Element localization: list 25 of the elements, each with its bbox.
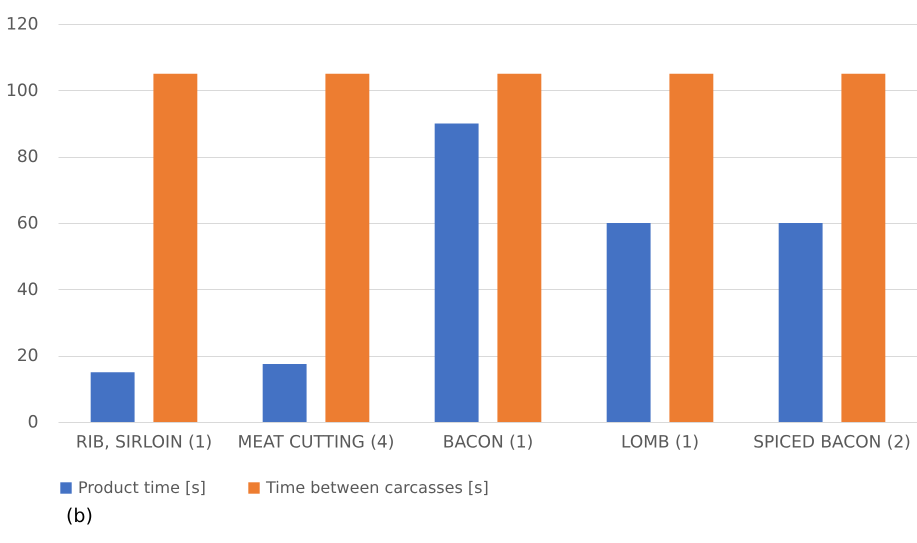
y-tick-label: 40 <box>16 280 38 300</box>
y-tick-label: 0 <box>28 412 38 432</box>
x-tick-label: MEAT CUTTING (4) <box>238 432 394 452</box>
bar <box>262 364 307 422</box>
x-tick-label: LOMB (1) <box>620 432 700 452</box>
x-tick-label: BACON (1) <box>442 432 534 452</box>
bar <box>497 74 542 422</box>
y-tick-label: 100 <box>6 80 38 101</box>
bar <box>325 74 370 422</box>
x-tick-label: RIB, SIRLOIN (1) <box>76 432 212 452</box>
y-tick-label: 120 <box>6 14 38 34</box>
bar <box>606 223 651 422</box>
bar <box>90 372 135 422</box>
bar <box>841 74 886 422</box>
x-tick-label: SPICED BACON (2) <box>753 432 911 452</box>
legend-label: Product time [s] <box>78 478 206 497</box>
legend-label: Time between carcasses [s] <box>265 478 489 497</box>
text: (b) <box>66 505 93 527</box>
y-tick-label: 20 <box>16 346 38 366</box>
y-tick-label: 60 <box>16 214 38 234</box>
bar <box>434 124 479 422</box>
bar <box>669 74 714 422</box>
y-tick-label: 80 <box>16 147 38 168</box>
bar <box>778 223 823 422</box>
bar <box>153 74 198 422</box>
